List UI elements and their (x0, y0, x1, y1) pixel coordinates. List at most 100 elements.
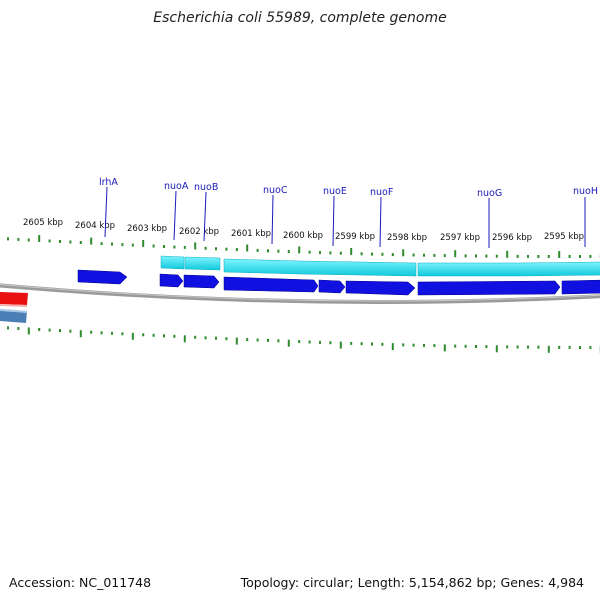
gene-feature-nuoG-nuoH[interactable] (418, 262, 600, 276)
minor-tick (579, 255, 581, 258)
minor-tick (121, 243, 123, 246)
scale-label: 2601 kbp (231, 229, 271, 239)
minor-tick (205, 247, 207, 250)
gene-label-nuoG[interactable]: nuoG (477, 188, 502, 199)
minor-tick (579, 346, 581, 349)
major-tick (340, 342, 342, 349)
cds-nuoF[interactable] (346, 281, 415, 295)
minor-tick (215, 337, 217, 340)
scale-label: 2604 kbp (75, 221, 115, 231)
minor-tick (361, 342, 363, 345)
gene-label-nuoB[interactable]: nuoB (194, 182, 218, 193)
scale-label: 2597 kbp (440, 233, 480, 243)
minor-tick (558, 346, 560, 349)
minor-tick (537, 255, 539, 258)
minor-tick (444, 254, 446, 257)
gene-feature-nuoB[interactable] (185, 257, 220, 270)
cds-nuoA[interactable] (160, 274, 183, 287)
minor-tick (392, 253, 394, 256)
minor-tick (173, 335, 175, 338)
major-tick (558, 251, 560, 258)
minor-tick (277, 339, 279, 342)
major-tick (298, 246, 300, 253)
cds-nuoH[interactable] (562, 280, 600, 294)
minor-tick (340, 252, 342, 255)
minor-tick (517, 255, 519, 258)
major-tick (350, 248, 352, 255)
gene-label-nuoC[interactable]: nuoC (263, 185, 288, 196)
gene-label-lrhA[interactable]: lrhA (99, 177, 118, 188)
minor-tick (517, 346, 519, 349)
minor-tick (205, 336, 207, 339)
cds-lrhA[interactable] (78, 270, 127, 284)
minor-tick (49, 329, 51, 332)
minor-tick (215, 247, 217, 250)
minor-tick (111, 332, 113, 335)
minor-tick (173, 246, 175, 249)
gene-label-nuoA[interactable]: nuoA (164, 181, 189, 192)
minor-tick (246, 338, 248, 341)
major-tick (142, 240, 144, 247)
minor-tick (80, 241, 82, 244)
minor-tick (142, 333, 144, 336)
minor-tick (153, 334, 155, 337)
minor-tick (569, 346, 571, 349)
gene-feature-nuoA[interactable] (161, 256, 184, 269)
minor-tick (17, 238, 19, 241)
cds-nuoE[interactable] (319, 280, 345, 293)
minor-tick (153, 245, 155, 248)
minor-tick (506, 345, 508, 348)
cds-nuoC[interactable] (224, 277, 318, 292)
gene-feature-nuoC-nuoF[interactable] (224, 259, 416, 276)
minor-tick (288, 250, 290, 253)
minor-tick (371, 343, 373, 346)
cds-nuoG[interactable] (418, 281, 560, 295)
gene-label-nuoE[interactable]: nuoE (323, 186, 347, 197)
major-tick (38, 235, 40, 242)
minor-tick (465, 254, 467, 257)
minor-tick (59, 240, 61, 243)
minor-tick (433, 344, 435, 347)
minor-tick (267, 339, 269, 342)
minor-tick (475, 255, 477, 258)
minor-tick (38, 328, 40, 331)
minor-tick (163, 334, 165, 337)
minor-tick (527, 255, 529, 258)
minor-tick (7, 237, 9, 240)
minor-tick (589, 255, 591, 258)
minor-tick (257, 249, 259, 252)
cds-nuoB[interactable] (184, 275, 219, 288)
minor-tick (257, 339, 259, 342)
minor-tick (350, 342, 352, 345)
minor-tick (49, 240, 51, 243)
major-tick (194, 242, 196, 249)
minor-tick (381, 253, 383, 256)
minor-tick (527, 346, 529, 349)
minor-tick (225, 248, 227, 251)
minor-tick (329, 341, 331, 344)
major-tick (236, 338, 238, 345)
minor-tick (485, 255, 487, 258)
minor-tick (277, 250, 279, 253)
scale-label: 2600 kbp (283, 231, 323, 241)
red-feature[interactable] (0, 292, 28, 305)
accession-label: Accession: NC_011748 (9, 575, 151, 590)
major-tick (132, 333, 134, 340)
minor-tick (413, 344, 415, 347)
inner-tick-ring (7, 326, 600, 353)
minor-tick (111, 243, 113, 246)
gene-label-nuoH[interactable]: nuoH (573, 186, 598, 197)
gene-label-nuoF[interactable]: nuoF (370, 187, 393, 198)
scale-label: 2596 kbp (492, 233, 532, 243)
minor-tick (236, 248, 238, 251)
minor-tick (475, 345, 477, 348)
minor-tick (309, 341, 311, 344)
minor-tick (485, 345, 487, 348)
minor-tick (184, 246, 186, 249)
minor-tick (28, 239, 30, 242)
minor-tick (537, 346, 539, 349)
minor-tick (569, 255, 571, 258)
major-tick (402, 249, 404, 256)
